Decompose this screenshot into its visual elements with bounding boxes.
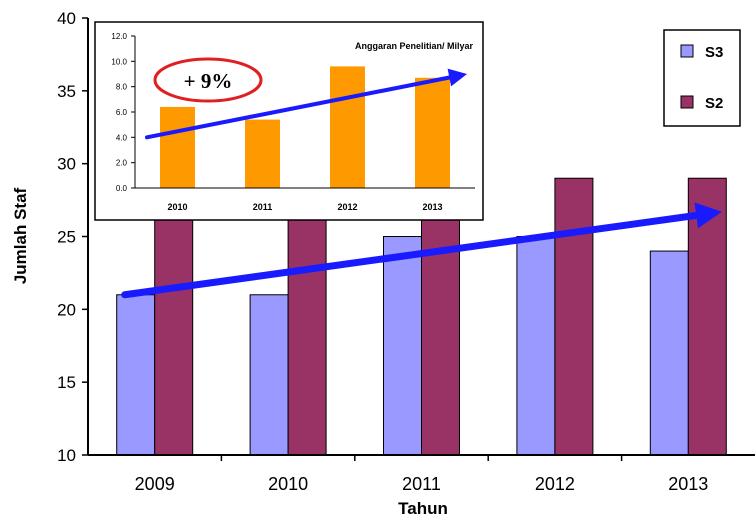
y-tick-label: 25 [57,228,76,247]
bar-s3-2011 [383,236,422,456]
main-chart: 10 15 20 25 30 35 40 2009 2010 2011 2012 2013 Juml… [11,9,755,518]
trend-arrow-head [694,202,722,229]
bar-s2-2010 [287,192,327,456]
legend-swatch-s2 [680,95,694,109]
inset-x-tick-label: 2011 [253,202,273,212]
y-tick-label: 10 [57,446,76,465]
inset-title: Anggaran Penelitian/ Milyar [355,41,474,51]
inset-bar-2011 [245,119,280,188]
bar-s2-2011 [421,192,460,456]
bar-s2-2012 [554,177,594,456]
bar-s3-2012 [516,236,556,456]
inset-bar-2010 [160,106,195,188]
bar-s3-2010 [249,294,289,456]
bar-s2-2013 [687,177,727,456]
inset-y-tick-label: 6.0 [116,108,128,117]
x-tick-label: 2011 [402,474,441,494]
inset-x-tick-label: 2010 [167,202,187,212]
inset-y-tick-label: 10.0 [111,57,127,66]
legend-box [663,29,741,127]
x-tick-label: 2013 [668,474,708,494]
y-tick-label: 40 [57,9,76,28]
legend-label-s3: S3 [705,44,723,61]
inset-bar-2013 [415,77,450,188]
bar-s3-2009 [116,294,156,456]
x-tick-label: 2010 [268,474,308,494]
bar-s2-2009 [154,192,194,456]
inset-y-tick-label: 12.0 [111,32,127,41]
y-tick-label: 30 [57,155,76,174]
inset-chart: 0.0 2.0 4.0 6.0 8.0 10.0 12.0 2010 2011 2012 2013… [94,21,484,221]
inset-trend-arrow-head [447,68,467,87]
x-axis-label: Tahun [398,499,448,518]
annotation-badge-ring [153,57,263,103]
y-tick-label: 20 [57,300,76,319]
inset-y-tick-label: 0.0 [116,184,128,193]
inset-x-tick-label: 2012 [337,202,357,212]
x-tick-label: 2012 [535,474,575,494]
annotation-badge-text: + 9% [184,69,233,93]
inset-x-tick-label: 2013 [422,202,442,212]
y-tick-label: 35 [57,82,76,101]
legend-swatch-s3 [680,44,694,58]
inset-y-tick-label: 2.0 [116,159,128,168]
bar-s3-2013 [649,250,689,456]
inset-y-tick-label: 8.0 [116,83,128,92]
x-tick-label: 2009 [135,474,175,494]
legend: S3 S2 [663,29,741,127]
legend-label-s2: S2 [705,95,723,112]
inset-bar-2012 [330,66,365,188]
y-axis-label: Jumlah Staf [11,187,30,284]
trend-arrow-shaft [121,210,712,299]
y-tick-label: 15 [57,373,76,392]
inset-trend-arrow-shaft [145,74,459,140]
inset-y-tick-label: 4.0 [116,133,128,142]
